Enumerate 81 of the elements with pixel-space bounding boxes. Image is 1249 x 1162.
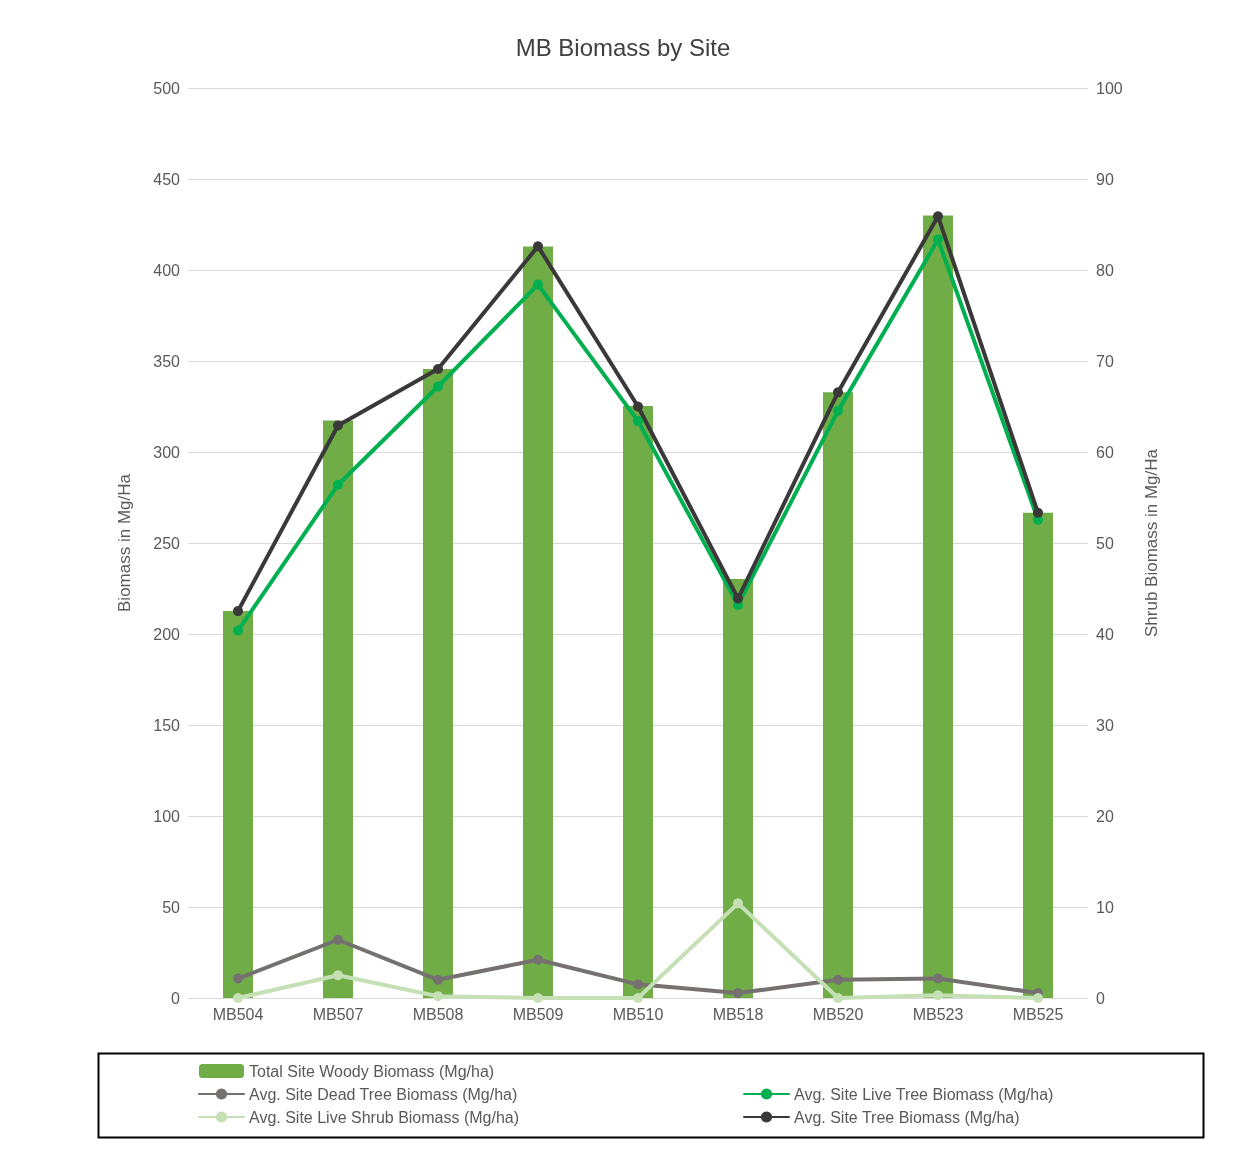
point (333, 970, 343, 981)
point (433, 991, 443, 1002)
x-tick-label: MB523 (912, 1005, 964, 1023)
x-tick-label: MB510 (612, 1005, 664, 1023)
point (533, 241, 543, 252)
point (233, 606, 243, 617)
y2-tick-label: 0 (1096, 989, 1105, 1007)
y-tick-label: 0 (171, 989, 181, 1007)
bar (723, 579, 753, 998)
point (933, 211, 943, 222)
y2-axis-title: Shrub Biomass in Mg/Ha (1142, 448, 1161, 638)
point (233, 625, 243, 636)
y2-tick-label: 20 (1096, 807, 1114, 825)
point (933, 973, 943, 984)
y2-tick-label: 80 (1096, 261, 1114, 279)
bar (623, 405, 653, 998)
y-tick-label: 200 (153, 625, 181, 643)
y-tick-label: 400 (153, 261, 181, 279)
point (233, 993, 243, 1003)
bar (1023, 512, 1053, 998)
point (833, 387, 843, 398)
point (1033, 993, 1043, 1003)
legend-label: Avg. Site Live Tree Biomass (Mg/ha) (794, 1085, 1054, 1103)
legend-label: Avg. Site Tree Biomass (Mg/ha) (794, 1108, 1020, 1126)
x-tick-label: MB508 (412, 1005, 464, 1023)
y-tick-label: 100 (153, 807, 181, 825)
y-tick-label: 500 (153, 79, 181, 97)
point (533, 993, 543, 1003)
point (333, 420, 343, 431)
y2-tick-label: 30 (1096, 716, 1114, 734)
y2-tick-label: 40 (1096, 625, 1114, 643)
point (433, 974, 443, 985)
x-tick-label: MB509 (512, 1005, 564, 1023)
y-tick-label: 450 (153, 170, 181, 188)
y2-tick-label: 60 (1096, 443, 1114, 461)
chart-title: MB Biomass by Site (515, 33, 731, 61)
x-tick-label: MB520 (812, 1005, 864, 1023)
legend-label: Avg. Site Live Shrub Biomass (Mg/ha) (249, 1108, 520, 1126)
y-tick-label: 350 (153, 352, 181, 370)
y-tick-label: 150 (153, 716, 181, 734)
point (533, 279, 543, 290)
point (833, 974, 843, 985)
x-tick-label: MB525 (1012, 1005, 1064, 1023)
point (733, 988, 743, 999)
bar (523, 246, 553, 998)
y-tick-label: 250 (153, 534, 181, 552)
bar (323, 420, 353, 998)
point (1033, 507, 1043, 518)
bar (923, 215, 953, 998)
point (933, 234, 943, 245)
point (433, 381, 443, 392)
point (733, 898, 743, 909)
bar (423, 369, 453, 998)
legend-label: Avg. Site Dead Tree Biomass (Mg/ha) (249, 1085, 518, 1103)
point (833, 405, 843, 416)
y2-tick-label: 70 (1096, 352, 1114, 370)
y2-tick-label: 90 (1096, 170, 1114, 188)
point (233, 973, 243, 984)
y2-tick-label: 100 (1096, 79, 1123, 97)
bar (823, 392, 853, 998)
point (333, 934, 343, 945)
y-tick-label: 300 (153, 443, 181, 461)
point (633, 416, 643, 427)
point (633, 993, 643, 1003)
x-tick-label: MB504 (212, 1005, 264, 1023)
point (933, 990, 943, 1001)
y2-tick-label: 10 (1096, 898, 1114, 916)
point (833, 993, 843, 1003)
y-tick-label: 50 (162, 898, 181, 916)
point (633, 979, 643, 990)
x-tick-label: MB518 (712, 1005, 764, 1023)
y-axis-title: Biomass in Mg/Ha (115, 473, 134, 612)
point (733, 593, 743, 604)
bar (223, 611, 253, 998)
x-tick-label: MB507 (312, 1005, 364, 1023)
legend-label: Total Site Woody Biomass (Mg/ha) (249, 1062, 495, 1080)
point (533, 954, 543, 965)
point (633, 401, 643, 412)
point (433, 364, 443, 375)
point (333, 479, 343, 490)
y2-tick-label: 50 (1096, 534, 1114, 552)
